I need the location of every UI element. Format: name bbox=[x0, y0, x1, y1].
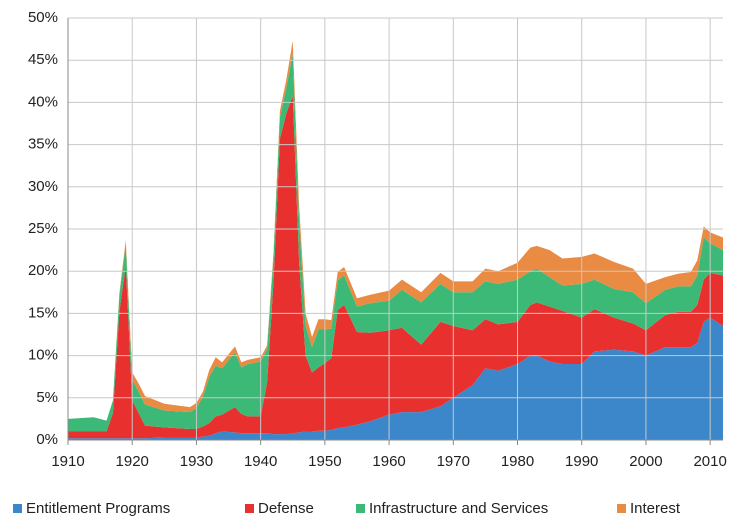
legend-label: Entitlement Programs bbox=[26, 500, 170, 517]
legend-label: Defense bbox=[258, 500, 314, 517]
y-tick-label: 30% bbox=[28, 178, 58, 195]
x-tick-label: 2000 bbox=[629, 453, 662, 470]
y-tick-label: 25% bbox=[28, 220, 58, 237]
x-tick-label: 1930 bbox=[180, 453, 213, 470]
x-tick-label: 1910 bbox=[51, 453, 84, 470]
y-tick-label: 40% bbox=[28, 93, 58, 110]
y-tick-label: 15% bbox=[28, 304, 58, 321]
y-tick-label: 20% bbox=[28, 262, 58, 279]
y-tick-label: 45% bbox=[28, 51, 58, 68]
legend-swatch bbox=[13, 504, 22, 513]
y-tick-label: 10% bbox=[28, 347, 58, 364]
x-tick-label: 2010 bbox=[693, 453, 726, 470]
legend-label: Infrastructure and Services bbox=[369, 500, 548, 517]
area bbox=[68, 53, 723, 432]
x-tick-label: 1980 bbox=[501, 453, 534, 470]
area bbox=[68, 95, 723, 439]
x-tick-label: 1990 bbox=[565, 453, 598, 470]
y-tick-label: 0% bbox=[36, 431, 58, 448]
legend-swatch bbox=[356, 504, 365, 513]
x-tick-label: 1940 bbox=[244, 453, 277, 470]
y-tick-label: 5% bbox=[36, 389, 58, 406]
legend-swatch bbox=[617, 504, 626, 513]
legend-label: Interest bbox=[630, 500, 681, 517]
x-tick-label: 1960 bbox=[372, 453, 405, 470]
y-tick-label: 35% bbox=[28, 136, 58, 153]
area bbox=[68, 317, 723, 440]
x-tick-label: 1950 bbox=[308, 453, 341, 470]
x-tick-label: 1970 bbox=[437, 453, 470, 470]
y-tick-label: 50% bbox=[28, 9, 58, 26]
legend-swatch bbox=[245, 504, 254, 513]
x-tick-label: 1920 bbox=[116, 453, 149, 470]
